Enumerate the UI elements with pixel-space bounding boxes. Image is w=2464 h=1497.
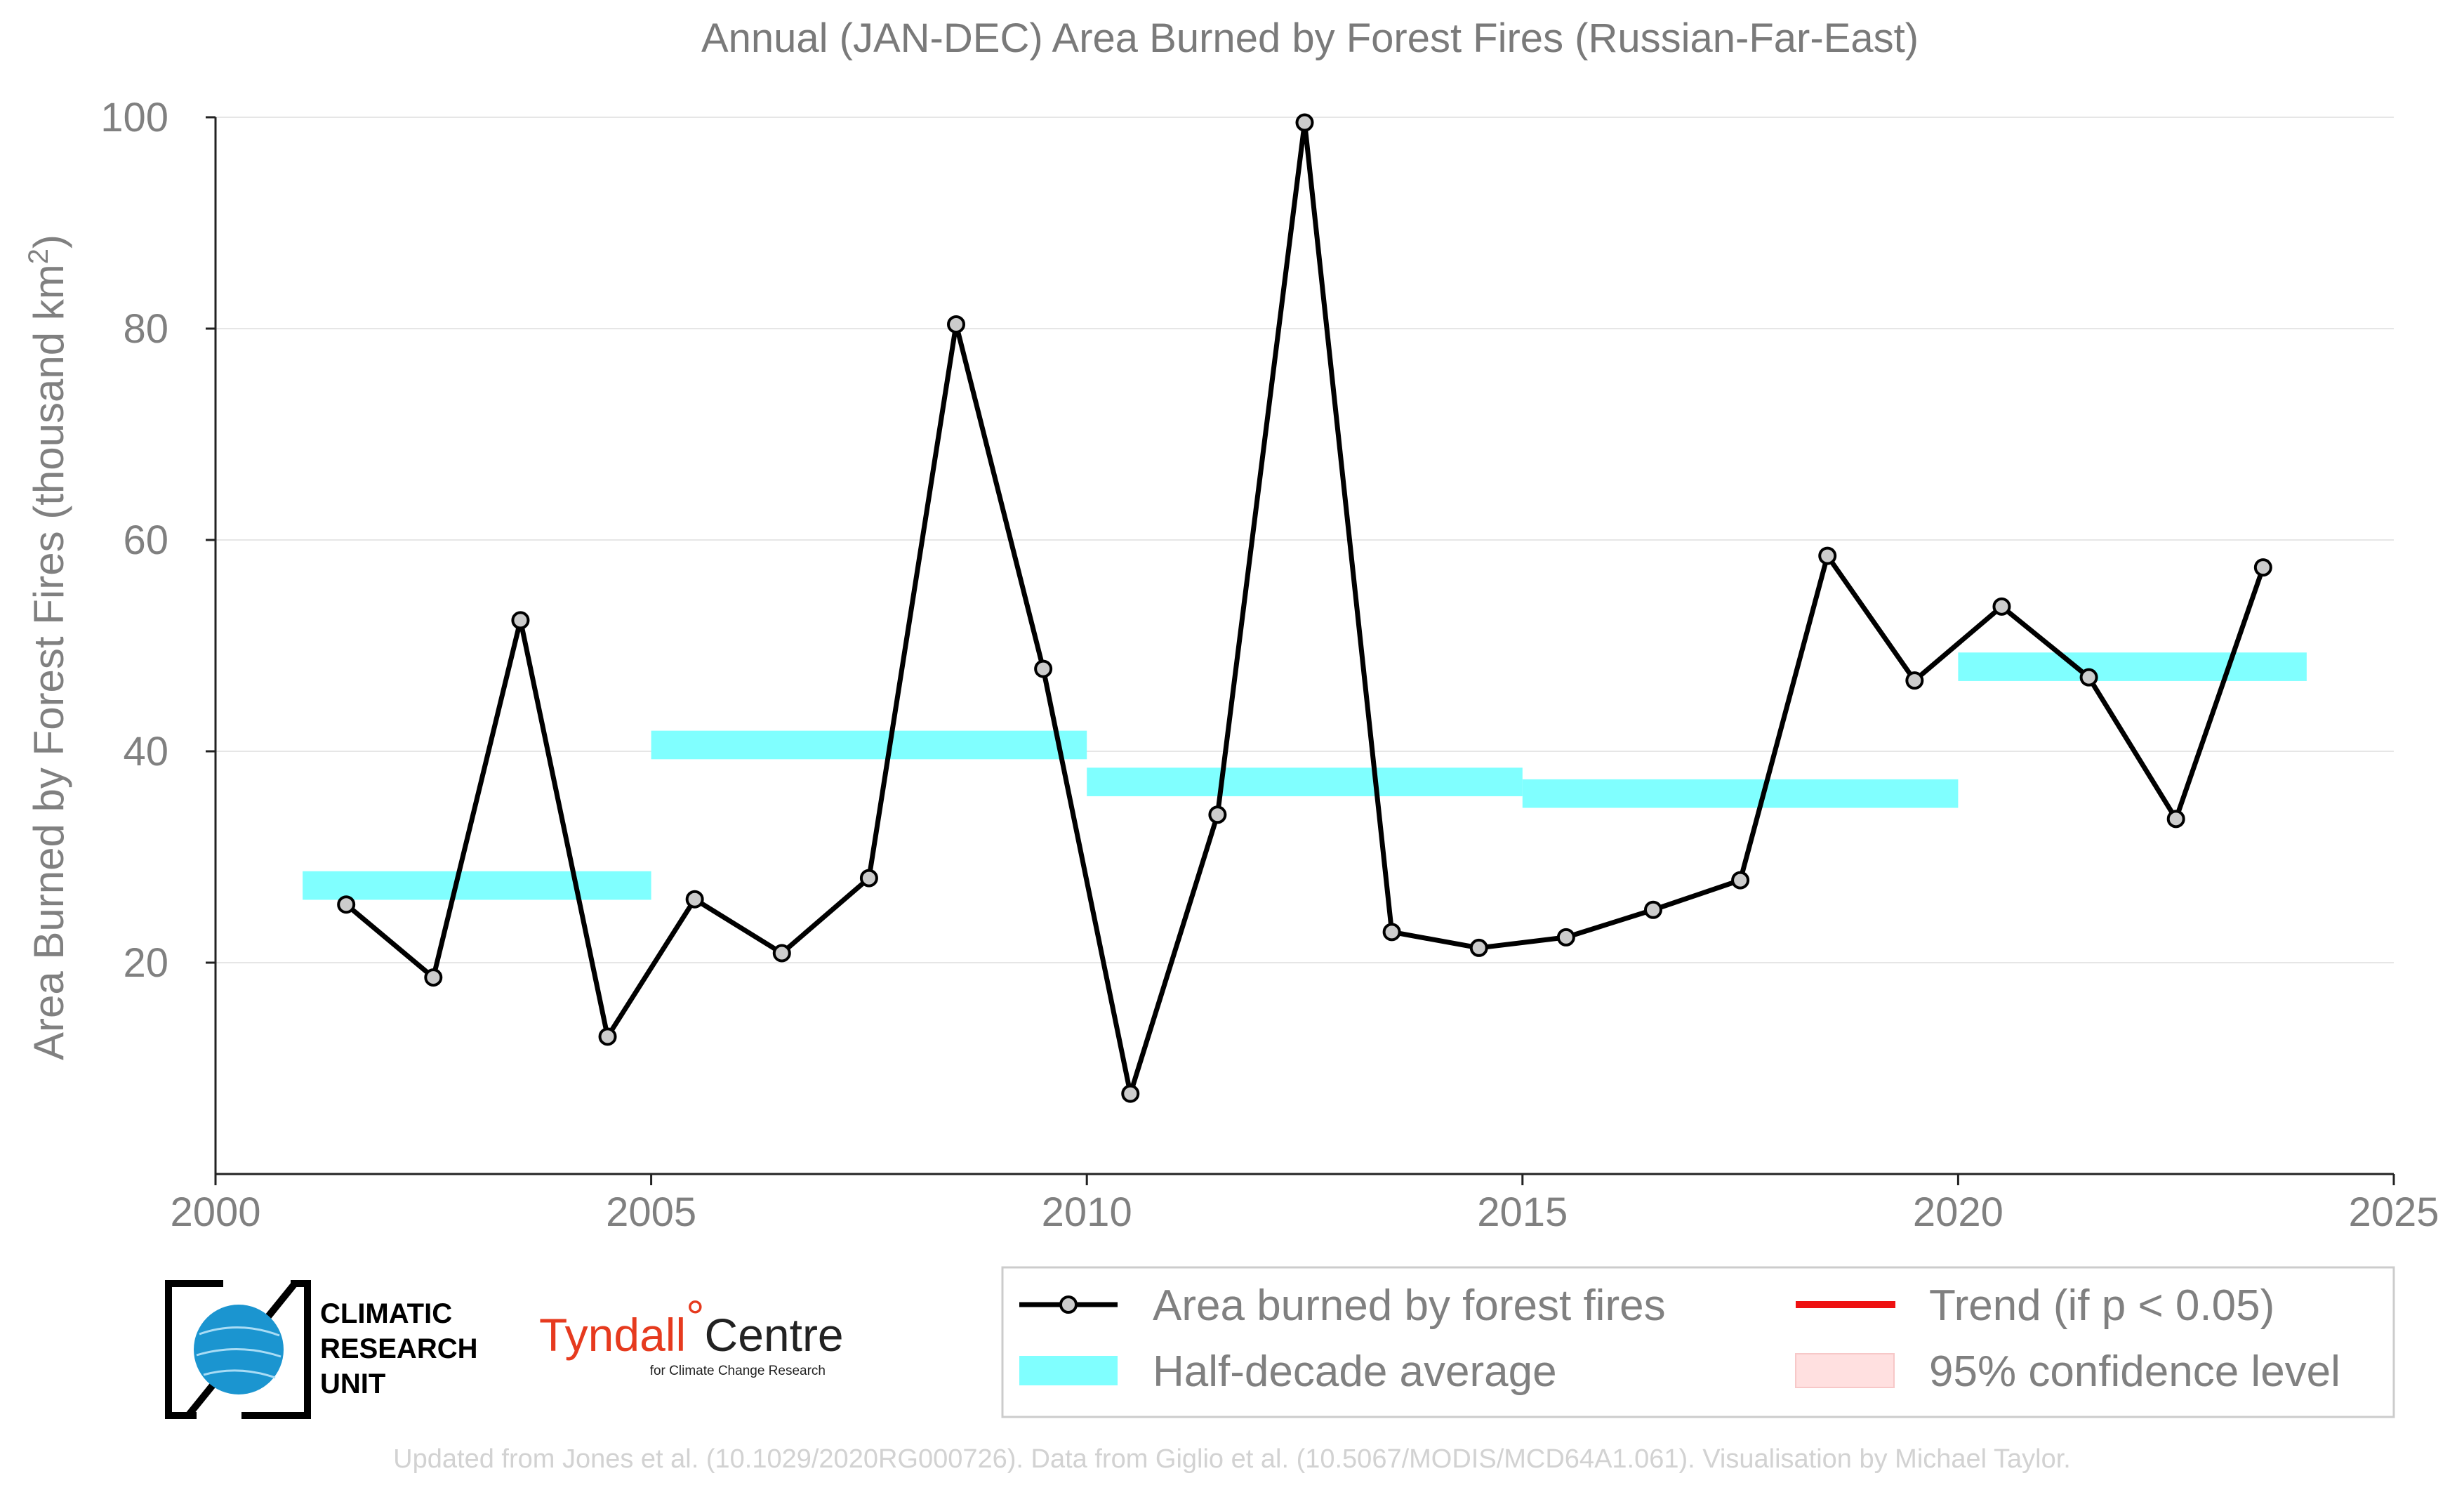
tyndall-degree: ° (686, 1291, 704, 1343)
half-decade-band-1 (651, 730, 1087, 760)
tyndall-logo-text: Tyndall°Centre (539, 1291, 844, 1361)
half-decade-band-3 (1522, 779, 1959, 808)
series-layer (337, 113, 2272, 1103)
half-decade-band-4 (1958, 652, 2307, 681)
legend-label-half-decade: Half-decade average (1153, 1347, 1557, 1396)
data-point-2016.5 (1643, 900, 1662, 919)
cru-logo-line-2: RESEARCH (320, 1333, 477, 1364)
data-point-2006.5 (772, 944, 791, 963)
x-tick-label: 2010 (1042, 1189, 1132, 1235)
data-point-2009.5 (1034, 659, 1053, 678)
data-point-2007.5 (859, 869, 878, 888)
y-axis-label-main: Area Burned by Forest Fires (thousand km (25, 264, 72, 1060)
axes (206, 116, 2395, 1185)
y-axis-label-close: ) (25, 235, 72, 249)
data-point-2003.5 (511, 611, 530, 630)
data-point-2012.5 (1295, 113, 1314, 132)
y-tick-label: 60 (123, 517, 168, 563)
data-point-2021.5 (2079, 668, 2098, 687)
tick-labels: 20 40 60 80 100 2000 2005 2010 2015 2020 2025 (100, 95, 2439, 1235)
x-tick-label: 2005 (606, 1189, 696, 1235)
legend-half-decade-swatch (1019, 1356, 1118, 1385)
y-axis-label-superscript: 2 (23, 249, 54, 264)
y-tick-label: 20 (123, 940, 168, 986)
chart-title: Annual (JAN-DEC) Area Burned by Forest F… (701, 15, 1919, 61)
tyndall-name: Tyndall (539, 1309, 686, 1361)
data-point-2023.5 (2253, 558, 2272, 577)
half-decade-band-2 (1087, 767, 1523, 796)
series-line-area-burned (344, 120, 2266, 1097)
cru-logo-line-1: CLIMATIC (320, 1298, 452, 1329)
globe-lines (196, 1326, 281, 1379)
tyndall-centre: Centre (705, 1309, 844, 1361)
data-point-2002.5 (424, 968, 443, 987)
y-axis-label: Area Burned by Forest Fires (thousand km… (23, 235, 72, 1060)
cru-logo: CLIMATIC RESEARCH UNIT (165, 1280, 477, 1419)
x-tick-label: 2015 (1477, 1189, 1568, 1235)
tyndall-logo: Tyndall°Centre for Climate Change Resear… (539, 1291, 844, 1378)
cru-logo-line-3: UNIT (320, 1369, 385, 1399)
legend-confidence-swatch (1795, 1353, 1895, 1388)
legend-label-series: Area burned by forest fires (1153, 1281, 1666, 1330)
legend: Area burned by forest fires Trend (if p … (1001, 1266, 2395, 1418)
x-tick-label: 2025 (2348, 1189, 2439, 1235)
half-decade-average-bands (303, 652, 2307, 900)
cru-logo-bracket-left (165, 1280, 223, 1419)
data-point-2015.5 (1556, 928, 1575, 947)
y-tick-label: 100 (100, 95, 168, 140)
x-tick-label: 2020 (1913, 1189, 2003, 1235)
data-point-2017.5 (1731, 871, 1750, 890)
data-point-2020.5 (1992, 597, 2011, 616)
data-point-2022.5 (2166, 810, 2185, 829)
x-tick-label: 2000 (170, 1189, 260, 1235)
data-point-2008.5 (947, 315, 966, 334)
gridlines (216, 117, 2394, 963)
cru-logo-bracket-right (241, 1280, 311, 1419)
tyndall-subtitle: for Climate Change Research (650, 1364, 826, 1378)
data-point-2011.5 (1208, 805, 1227, 824)
y-tick-label: 40 (123, 729, 168, 774)
data-point-2019.5 (1905, 671, 1924, 690)
legend-marker-swatch (1059, 1295, 1078, 1314)
data-point-2010.5 (1121, 1084, 1140, 1103)
y-tick-label: 80 (123, 306, 168, 352)
legend-label-trend: Trend (if p < 0.05) (1929, 1281, 2274, 1330)
half-decade-band-0 (303, 871, 651, 900)
legend-frame (1001, 1266, 2395, 1418)
footer-credits: Updated from Jones et al. (10.1029/2020R… (393, 1444, 2071, 1474)
data-point-2001.5 (337, 895, 356, 914)
data-point-2014.5 (1469, 938, 1488, 957)
legend-label-confidence: 95% confidence level (1929, 1347, 2340, 1396)
data-point-2018.5 (1818, 546, 1837, 565)
data-point-2005.5 (685, 890, 704, 909)
data-point-2004.5 (598, 1027, 617, 1046)
data-point-2013.5 (1382, 923, 1401, 942)
